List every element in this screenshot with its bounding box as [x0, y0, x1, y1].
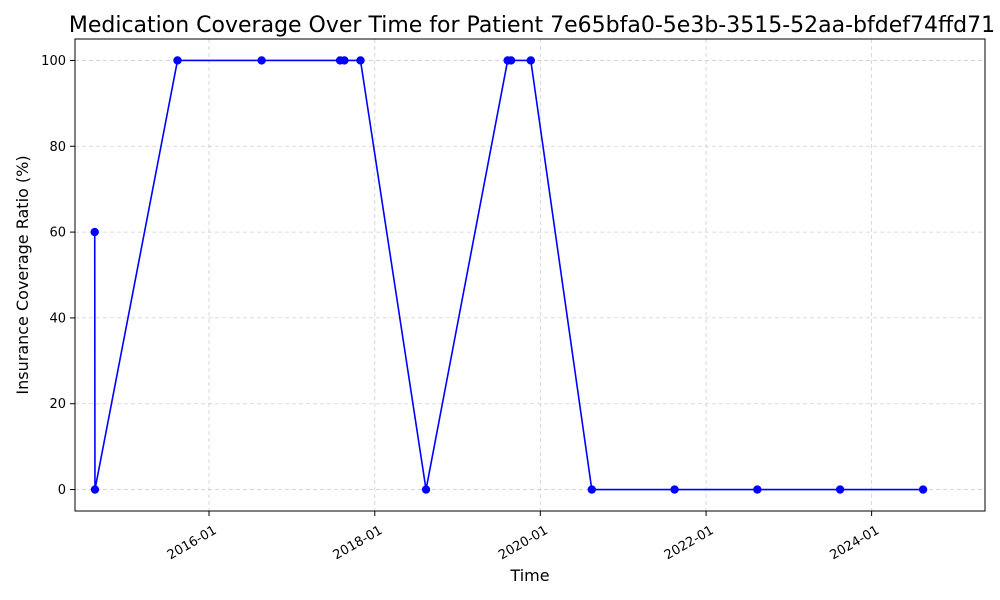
- x-tick-label: 2024-01: [827, 523, 882, 563]
- data-point: [90, 227, 99, 237]
- data-point: [90, 485, 100, 494]
- x-axis: 2016-01 2018-01 2020-01 2022-01 2024-01: [165, 511, 882, 563]
- plot-frame: [74, 38, 986, 512]
- data-point: [506, 56, 516, 65]
- data-point: [670, 485, 679, 494]
- y-tick-label: 80: [49, 140, 66, 155]
- data-point: [835, 485, 845, 494]
- data-point: [526, 56, 535, 65]
- data-point: [340, 56, 349, 65]
- y-axis: 0 20 40 60 80 100: [41, 54, 75, 498]
- data-point: [753, 485, 762, 494]
- x-axis-title: Time: [509, 566, 549, 585]
- data-point: [173, 56, 182, 65]
- y-tick-label: 40: [49, 311, 66, 326]
- data-point: [918, 485, 928, 494]
- x-tick-label: 2018-01: [331, 523, 386, 563]
- y-tick-label: 60: [49, 226, 66, 241]
- series-layer: [90, 56, 928, 494]
- chart-title: Medication Coverage Over Time for Patien…: [69, 13, 995, 38]
- y-tick-label: 20: [49, 397, 66, 412]
- data-point: [257, 56, 266, 65]
- series-line: [93, 59, 924, 491]
- data-point: [587, 485, 596, 494]
- x-tick-label: 2020-01: [496, 523, 551, 563]
- y-axis-title: Insurance Coverage Ratio (%): [13, 155, 32, 394]
- grid: [75, 39, 985, 511]
- y-tick-label: 100: [41, 54, 66, 69]
- data-point: [356, 56, 365, 65]
- x-tick-label: 2016-01: [165, 523, 220, 563]
- y-tick-label: 0: [58, 483, 66, 498]
- x-tick-label: 2022-01: [662, 523, 717, 563]
- data-point: [421, 485, 431, 494]
